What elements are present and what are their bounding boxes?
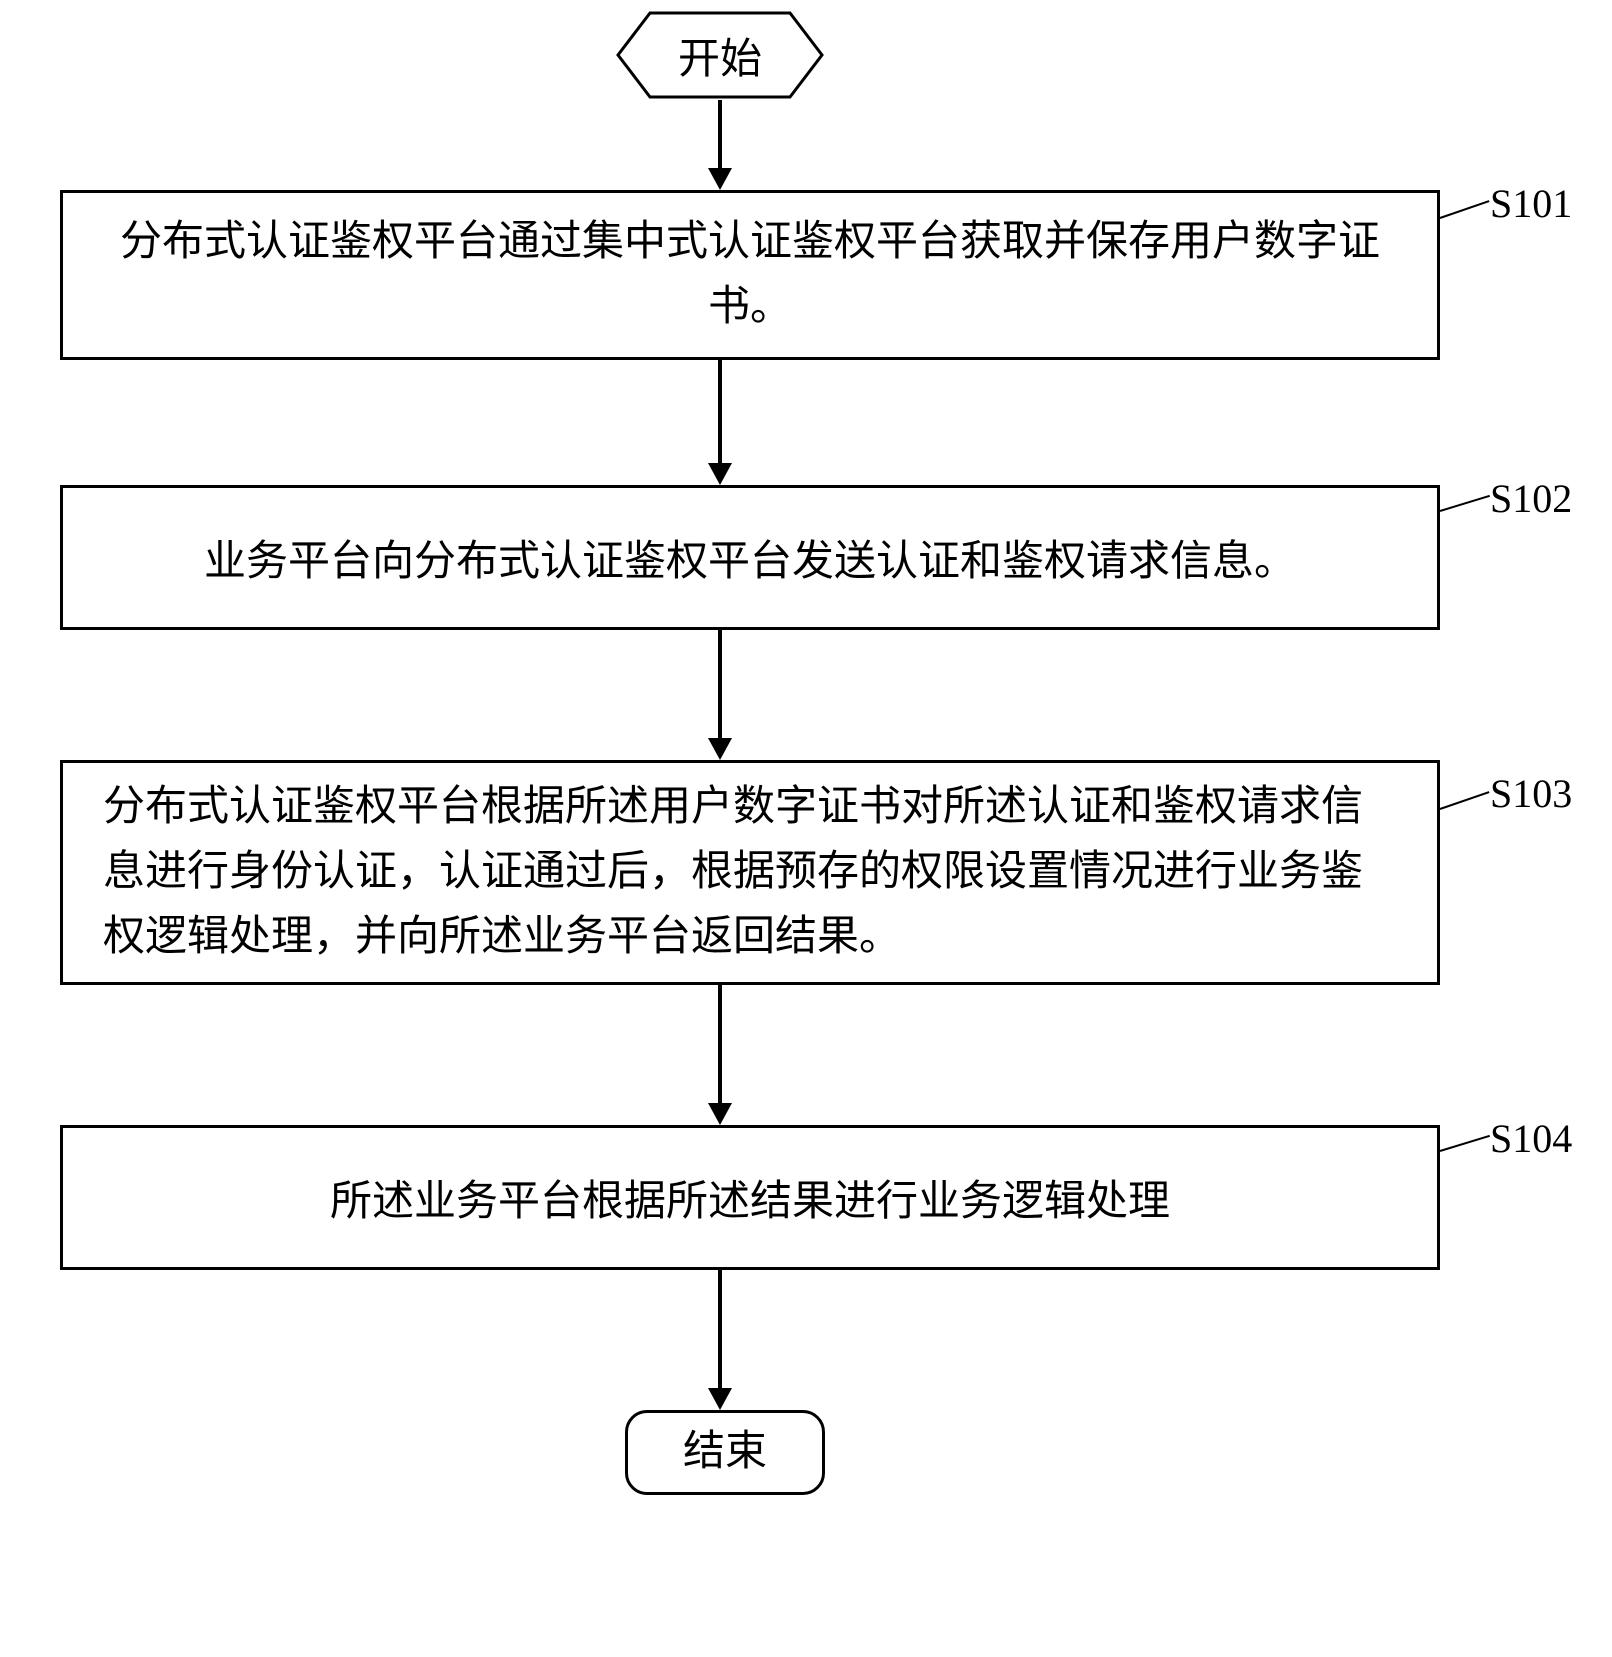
end-terminal: 结束 — [625, 1410, 825, 1495]
label-connector-s102 — [1440, 495, 1490, 512]
step-s103: 分布式认证鉴权平台根据所述用户数字证书对所述认证和鉴权请求信息进行身份认证，认证… — [60, 760, 1440, 985]
step-s101-label: S101 — [1490, 180, 1572, 227]
step-s103-label: S103 — [1490, 770, 1572, 817]
step-s102-label: S102 — [1490, 475, 1572, 522]
edge-s102-s103-head — [708, 738, 732, 760]
step-s104: 所述业务平台根据所述结果进行业务逻辑处理 — [60, 1125, 1440, 1270]
flowchart-canvas: 开始 分布式认证鉴权平台通过集中式认证鉴权平台获取并保存用户数字证书。 S101… — [0, 0, 1612, 1657]
step-s104-label: S104 — [1490, 1115, 1572, 1162]
step-s104-text: 所述业务平台根据所述结果进行业务逻辑处理 — [330, 1167, 1170, 1228]
start-label: 开始 — [615, 10, 825, 100]
label-connector-s103 — [1440, 791, 1490, 810]
start-terminal: 开始 — [615, 10, 825, 100]
end-label: 结束 — [683, 1429, 767, 1475]
step-s102-text: 业务平台向分布式认证鉴权平台发送认证和鉴权请求信息。 — [204, 527, 1296, 588]
edge-start-s101-head — [708, 168, 732, 190]
edge-start-s101 — [718, 100, 722, 168]
edge-s101-s102 — [718, 360, 722, 463]
label-connector-s101 — [1440, 200, 1490, 219]
edge-s102-s103 — [718, 630, 722, 738]
label-connector-s104 — [1440, 1135, 1490, 1152]
edge-s103-s104-head — [708, 1103, 732, 1125]
step-s103-text: 分布式认证鉴权平台根据所述用户数字证书对所述认证和鉴权请求信息进行身份认证，认证… — [103, 775, 1397, 970]
step-s102: 业务平台向分布式认证鉴权平台发送认证和鉴权请求信息。 — [60, 485, 1440, 630]
edge-s104-end — [718, 1270, 722, 1388]
step-s101-text: 分布式认证鉴权平台通过集中式认证鉴权平台获取并保存用户数字证书。 — [103, 210, 1397, 340]
edge-s103-s104 — [718, 985, 722, 1103]
edge-s101-s102-head — [708, 463, 732, 485]
edge-s104-end-head — [708, 1388, 732, 1410]
step-s101: 分布式认证鉴权平台通过集中式认证鉴权平台获取并保存用户数字证书。 — [60, 190, 1440, 360]
